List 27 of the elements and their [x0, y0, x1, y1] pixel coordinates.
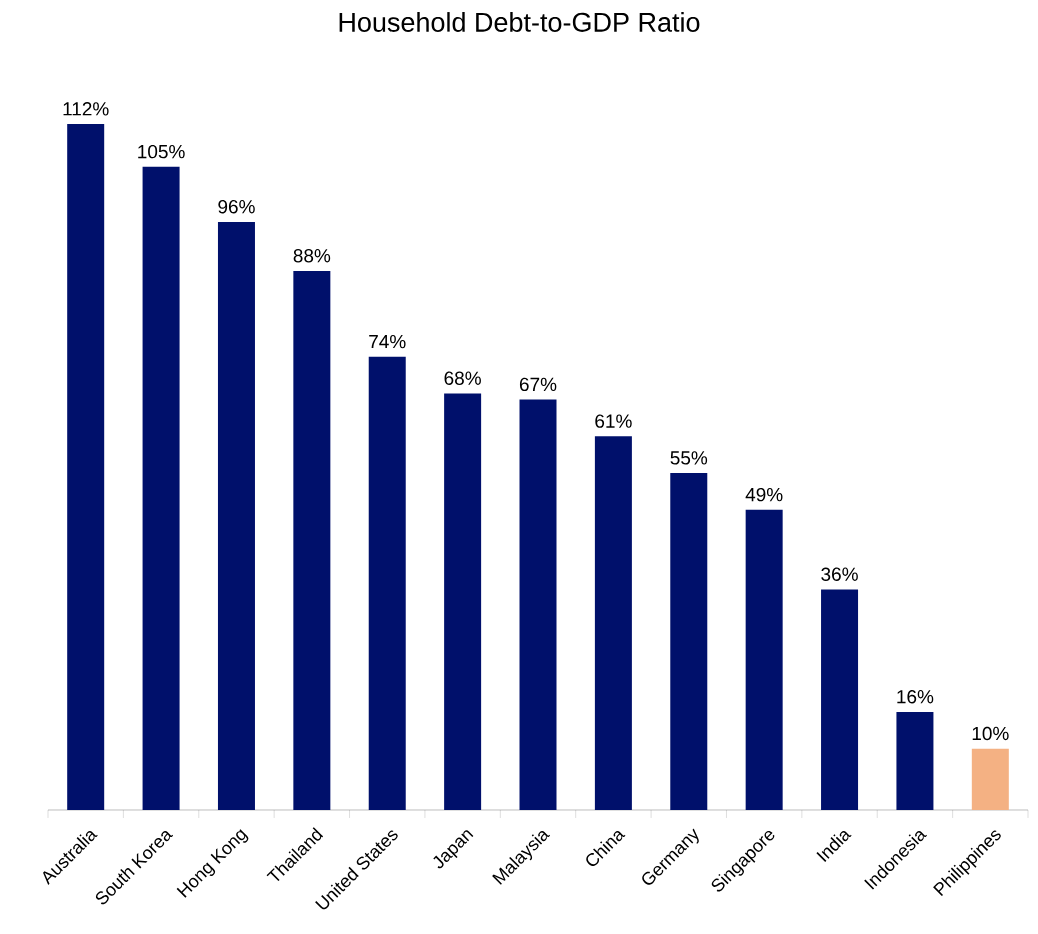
- bar: [670, 473, 708, 810]
- data-label: 105%: [138, 144, 185, 159]
- bar: [594, 436, 632, 810]
- data-label: 16%: [897, 690, 934, 704]
- data-label: 112%: [63, 102, 109, 116]
- data-label: 36%: [821, 567, 858, 581]
- bar: [368, 356, 406, 810]
- data-label: 74%: [369, 334, 406, 349]
- bar: [971, 748, 1009, 810]
- data-label: 61%: [595, 414, 632, 428]
- bar: [217, 221, 255, 810]
- bar: [519, 399, 557, 810]
- bar: [67, 123, 105, 810]
- bar: [444, 393, 482, 810]
- bar: [293, 270, 331, 810]
- chart-title: Household Debt-to-GDP Ratio: [339, 12, 700, 32]
- data-label: 88%: [293, 249, 331, 263]
- data-label: 96%: [218, 200, 255, 214]
- data-label: 10%: [972, 726, 1009, 741]
- data-label: 68%: [444, 371, 481, 385]
- bar: [142, 166, 180, 810]
- data-label: 49%: [745, 487, 783, 502]
- bar: [896, 712, 934, 810]
- bar: [745, 509, 783, 810]
- bar: [821, 589, 859, 810]
- data-label: 55%: [670, 451, 708, 465]
- data-label: 67%: [519, 377, 557, 392]
